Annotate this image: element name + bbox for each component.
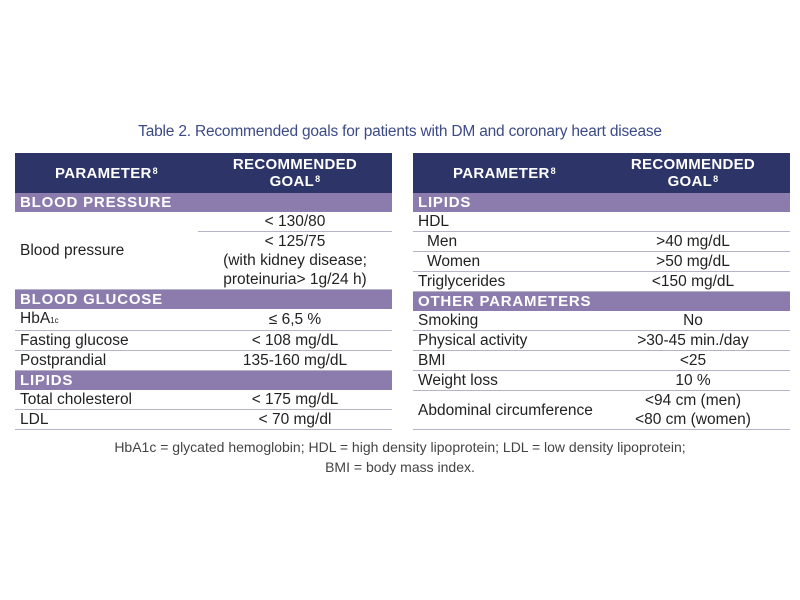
table-row: Triglycerides <150 mg/dL	[413, 271, 790, 292]
section-label: OTHER PARAMETERS	[413, 291, 790, 311]
parameter-header: PARAMETER8	[413, 153, 596, 193]
parameter-cell: HbA1c	[15, 309, 198, 331]
goal-cell: 135-160 mg/dL	[198, 350, 392, 371]
footnote-line: BMI = body mass index.	[325, 459, 475, 475]
parameter-cell: Fasting glucose	[15, 330, 198, 351]
section-label: BLOOD GLUCOSE	[15, 289, 392, 309]
section-label: LIPIDS	[15, 370, 392, 390]
parameter-cell: BMI	[413, 350, 596, 371]
parameter-cell: Physical activity	[413, 330, 596, 351]
goal-header: RECOMMENDED GOAL8	[198, 153, 392, 193]
parameter-cell: Weight loss	[413, 370, 596, 391]
goal-cell: < 130/80	[198, 212, 392, 232]
goal-cell: < 70 mg/dl	[198, 409, 392, 430]
goal-header: RECOMMENDED GOAL8	[596, 153, 790, 193]
table-row: HbA1c ≤ 6,5 %	[15, 309, 392, 331]
table-row: Smoking No	[413, 311, 790, 331]
table-row: Physical activity >30-45 min./day	[413, 330, 790, 351]
goal-cell: No	[596, 311, 790, 331]
goal-cell: <94 cm (men) <80 cm (women)	[596, 390, 790, 430]
parameter-cell: Triglycerides	[413, 271, 596, 292]
table-row: HDL	[413, 212, 790, 232]
table-row: Men >40 mg/dL	[413, 231, 790, 252]
section-row: BLOOD GLUCOSE	[15, 289, 392, 309]
section-label: LIPIDS	[413, 193, 790, 212]
goal-cell: 10 %	[596, 370, 790, 391]
goal-cell: < 125/75 (with kidney disease; proteinuria…	[198, 231, 392, 290]
parameter-cell: Smoking	[413, 311, 596, 331]
section-row: LIPIDS	[15, 370, 392, 390]
table-row: BMI <25	[413, 350, 790, 371]
goal-cell: <25	[596, 350, 790, 371]
goal-cell	[596, 212, 790, 232]
goal-cell: < 175 mg/dL	[198, 390, 392, 410]
goal-cell: >40 mg/dL	[596, 231, 790, 252]
goal-cell: >30-45 min./day	[596, 330, 790, 351]
parameter-cell: Postprandial	[15, 350, 198, 371]
right-goals-table: PARAMETER8 RECOMMENDED GOAL8 LIPIDS HDL M…	[413, 153, 790, 430]
left-goals-table: PARAMETER8 RECOMMENDED GOAL8 BLOOD PRESSU…	[15, 153, 392, 430]
parameter-cell: Women	[413, 251, 596, 272]
section-row: OTHER PARAMETERS	[413, 291, 790, 311]
footnote-line: HbA1c = glycated hemoglobin; HDL = high …	[114, 439, 686, 455]
parameter-cell: Abdominal circumference	[413, 390, 596, 430]
parameter-cell: HDL	[413, 212, 596, 232]
section-label: BLOOD PRESSURE	[15, 193, 392, 212]
goal-cell: >50 mg/dL	[596, 251, 790, 272]
goal-cell: ≤ 6,5 %	[198, 309, 392, 331]
table-row: Total cholesterol < 175 mg/dL	[15, 390, 392, 410]
table-row: LDL < 70 mg/dl	[15, 409, 392, 430]
table-row: Abdominal circumference <94 cm (men) <80 …	[413, 390, 790, 430]
table-row: Weight loss 10 %	[413, 370, 790, 391]
parameter-cell: LDL	[15, 409, 198, 430]
table-header-row: PARAMETER8 RECOMMENDED GOAL8	[15, 153, 392, 193]
parameter-cell: Men	[413, 231, 596, 252]
goal-cell: <150 mg/dL	[596, 271, 790, 292]
table-row: Blood pressure < 130/80	[15, 212, 392, 290]
table-row: Women >50 mg/dL	[413, 251, 790, 272]
table-row: Fasting glucose < 108 mg/dL	[15, 330, 392, 351]
parameter-header: PARAMETER8	[15, 153, 198, 193]
section-row: BLOOD PRESSURE	[15, 193, 392, 212]
parameter-cell: Blood pressure	[15, 212, 198, 290]
table-row: Postprandial 135-160 mg/dL	[15, 350, 392, 371]
parameter-cell: Total cholesterol	[15, 390, 198, 410]
table-header-row: PARAMETER8 RECOMMENDED GOAL8	[413, 153, 790, 193]
section-row: LIPIDS	[413, 193, 790, 212]
goal-cell: < 108 mg/dL	[198, 330, 392, 351]
table-row: < 125/75 (with kidney disease; proteinuria…	[15, 231, 392, 290]
table-caption: Table 2. Recommended goals for patients …	[138, 123, 662, 140]
